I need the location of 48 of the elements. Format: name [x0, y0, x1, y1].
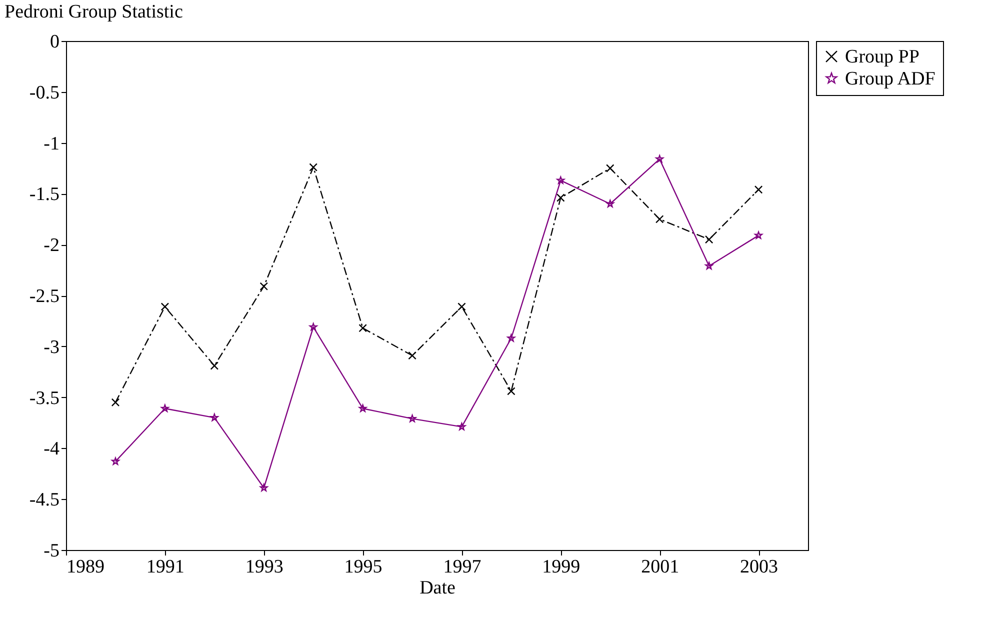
- legend-label: Group ADF: [845, 68, 936, 90]
- point: [754, 185, 763, 194]
- point: [408, 414, 416, 422]
- x-tick-label: 2001: [641, 556, 680, 578]
- point: [160, 404, 169, 412]
- x-tick-label: 1993: [245, 556, 284, 578]
- point: [556, 194, 565, 202]
- point: [260, 282, 268, 290]
- point: [111, 398, 120, 407]
- point: [704, 235, 714, 244]
- y-tick-label: -2.5: [29, 286, 60, 307]
- point: [358, 404, 367, 412]
- x-axis-title: Date: [420, 578, 456, 598]
- y-tick-label: -1.5: [29, 184, 60, 206]
- y-tick-label: 0: [50, 32, 60, 52]
- x-tick-label: 1991: [146, 556, 184, 578]
- point: [507, 334, 516, 342]
- point: [309, 322, 318, 331]
- x-tick-label: 2003: [740, 556, 778, 578]
- point: [260, 484, 268, 492]
- point: [655, 215, 664, 224]
- x-tick-label: 1999: [542, 556, 580, 578]
- point: [606, 200, 614, 208]
- point: [507, 387, 516, 396]
- point: [309, 163, 318, 172]
- point: [210, 362, 219, 370]
- point: [458, 302, 466, 311]
- y-tick-label: -3.5: [29, 388, 60, 409]
- y-tick-label: -0.5: [29, 82, 60, 104]
- y-tick-label: -5: [44, 540, 60, 562]
- point: [656, 154, 664, 163]
- x-tick-label: 1995: [344, 556, 382, 578]
- point: [606, 164, 614, 172]
- point: [705, 262, 714, 270]
- y-tick-label: -3: [44, 336, 60, 358]
- y-axis-title: Pedroni Group Statistic: [4, 2, 183, 22]
- point: [408, 351, 416, 360]
- x-tick-label: 1989: [66, 556, 104, 578]
- y-tick-label: -1: [44, 133, 60, 154]
- point: [458, 422, 466, 430]
- y-tick-label: -4: [44, 438, 60, 460]
- y-tick-label: -2: [44, 235, 60, 256]
- legend-label: Group PP: [845, 46, 920, 68]
- x-tick-label: 1997: [443, 556, 482, 578]
- point: [160, 302, 170, 311]
- point: [556, 176, 565, 184]
- point: [358, 324, 367, 332]
- y-tick-label: -4.5: [29, 490, 60, 511]
